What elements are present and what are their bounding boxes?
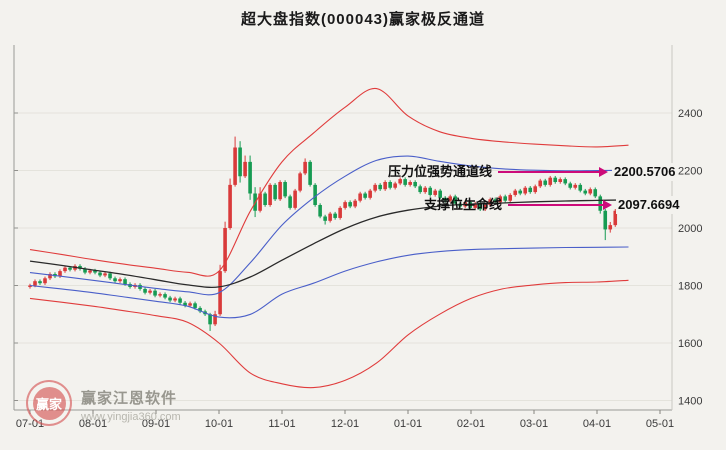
line-resistance-strong-channel-blue — [29, 155, 629, 296]
brand-url: www.yingjia360.com — [81, 411, 181, 423]
svg-text:1800: 1800 — [678, 281, 702, 293]
svg-text:05-01: 05-01 — [646, 418, 674, 430]
svg-text:11-01: 11-01 — [268, 418, 295, 430]
brand-logo-icon: 赢家 — [26, 380, 72, 426]
svg-text:2200: 2200 — [678, 166, 702, 178]
svg-text:10-01: 10-01 — [205, 418, 233, 430]
watermark-text: 赢家江恩软件 www.yingjia360.com — [81, 380, 181, 426]
svg-text:2400: 2400 — [678, 108, 702, 120]
brand-name: 赢家江恩软件 — [81, 390, 178, 407]
chart-title: 超大盘指数(000043)赢家极反通道 — [240, 11, 486, 28]
resistance-value: 2200.5706 — [612, 163, 678, 181]
support-annotation: 支撑位生命线 2097.6694 — [424, 196, 682, 214]
svg-text:12-01: 12-01 — [331, 418, 359, 430]
support-value: 2097.6694 — [616, 196, 682, 214]
svg-text:01-01: 01-01 — [394, 418, 422, 430]
svg-text:04-01: 04-01 — [583, 418, 611, 430]
svg-text:2000: 2000 — [678, 223, 702, 235]
line-upper-outer-rail-red — [29, 88, 629, 277]
support-label: 支撑位生命线 — [424, 197, 503, 212]
line-lifeline-black — [29, 199, 629, 288]
svg-text:1600: 1600 — [678, 338, 702, 350]
line-lower-channel-blue — [29, 246, 629, 319]
svg-text:1400: 1400 — [678, 396, 702, 408]
watermark: 赢家 赢家江恩软件 www.yingjia360.com — [26, 380, 181, 426]
support-arrow-icon — [508, 200, 613, 210]
brand-logo-text: 赢家 — [32, 386, 66, 420]
resistance-arrow-icon — [498, 167, 609, 177]
line-lower-outer-rail-red — [29, 279, 629, 389]
svg-text:03-01: 03-01 — [520, 418, 548, 430]
svg-text:02-01: 02-01 — [457, 418, 485, 430]
resistance-annotation: 压力位强势通道线 2200.5706 — [388, 163, 678, 181]
svg-text:08-01: 08-01 — [79, 418, 107, 430]
svg-text:09-01: 09-01 — [142, 418, 170, 430]
resistance-label: 压力位强势通道线 — [388, 164, 493, 179]
